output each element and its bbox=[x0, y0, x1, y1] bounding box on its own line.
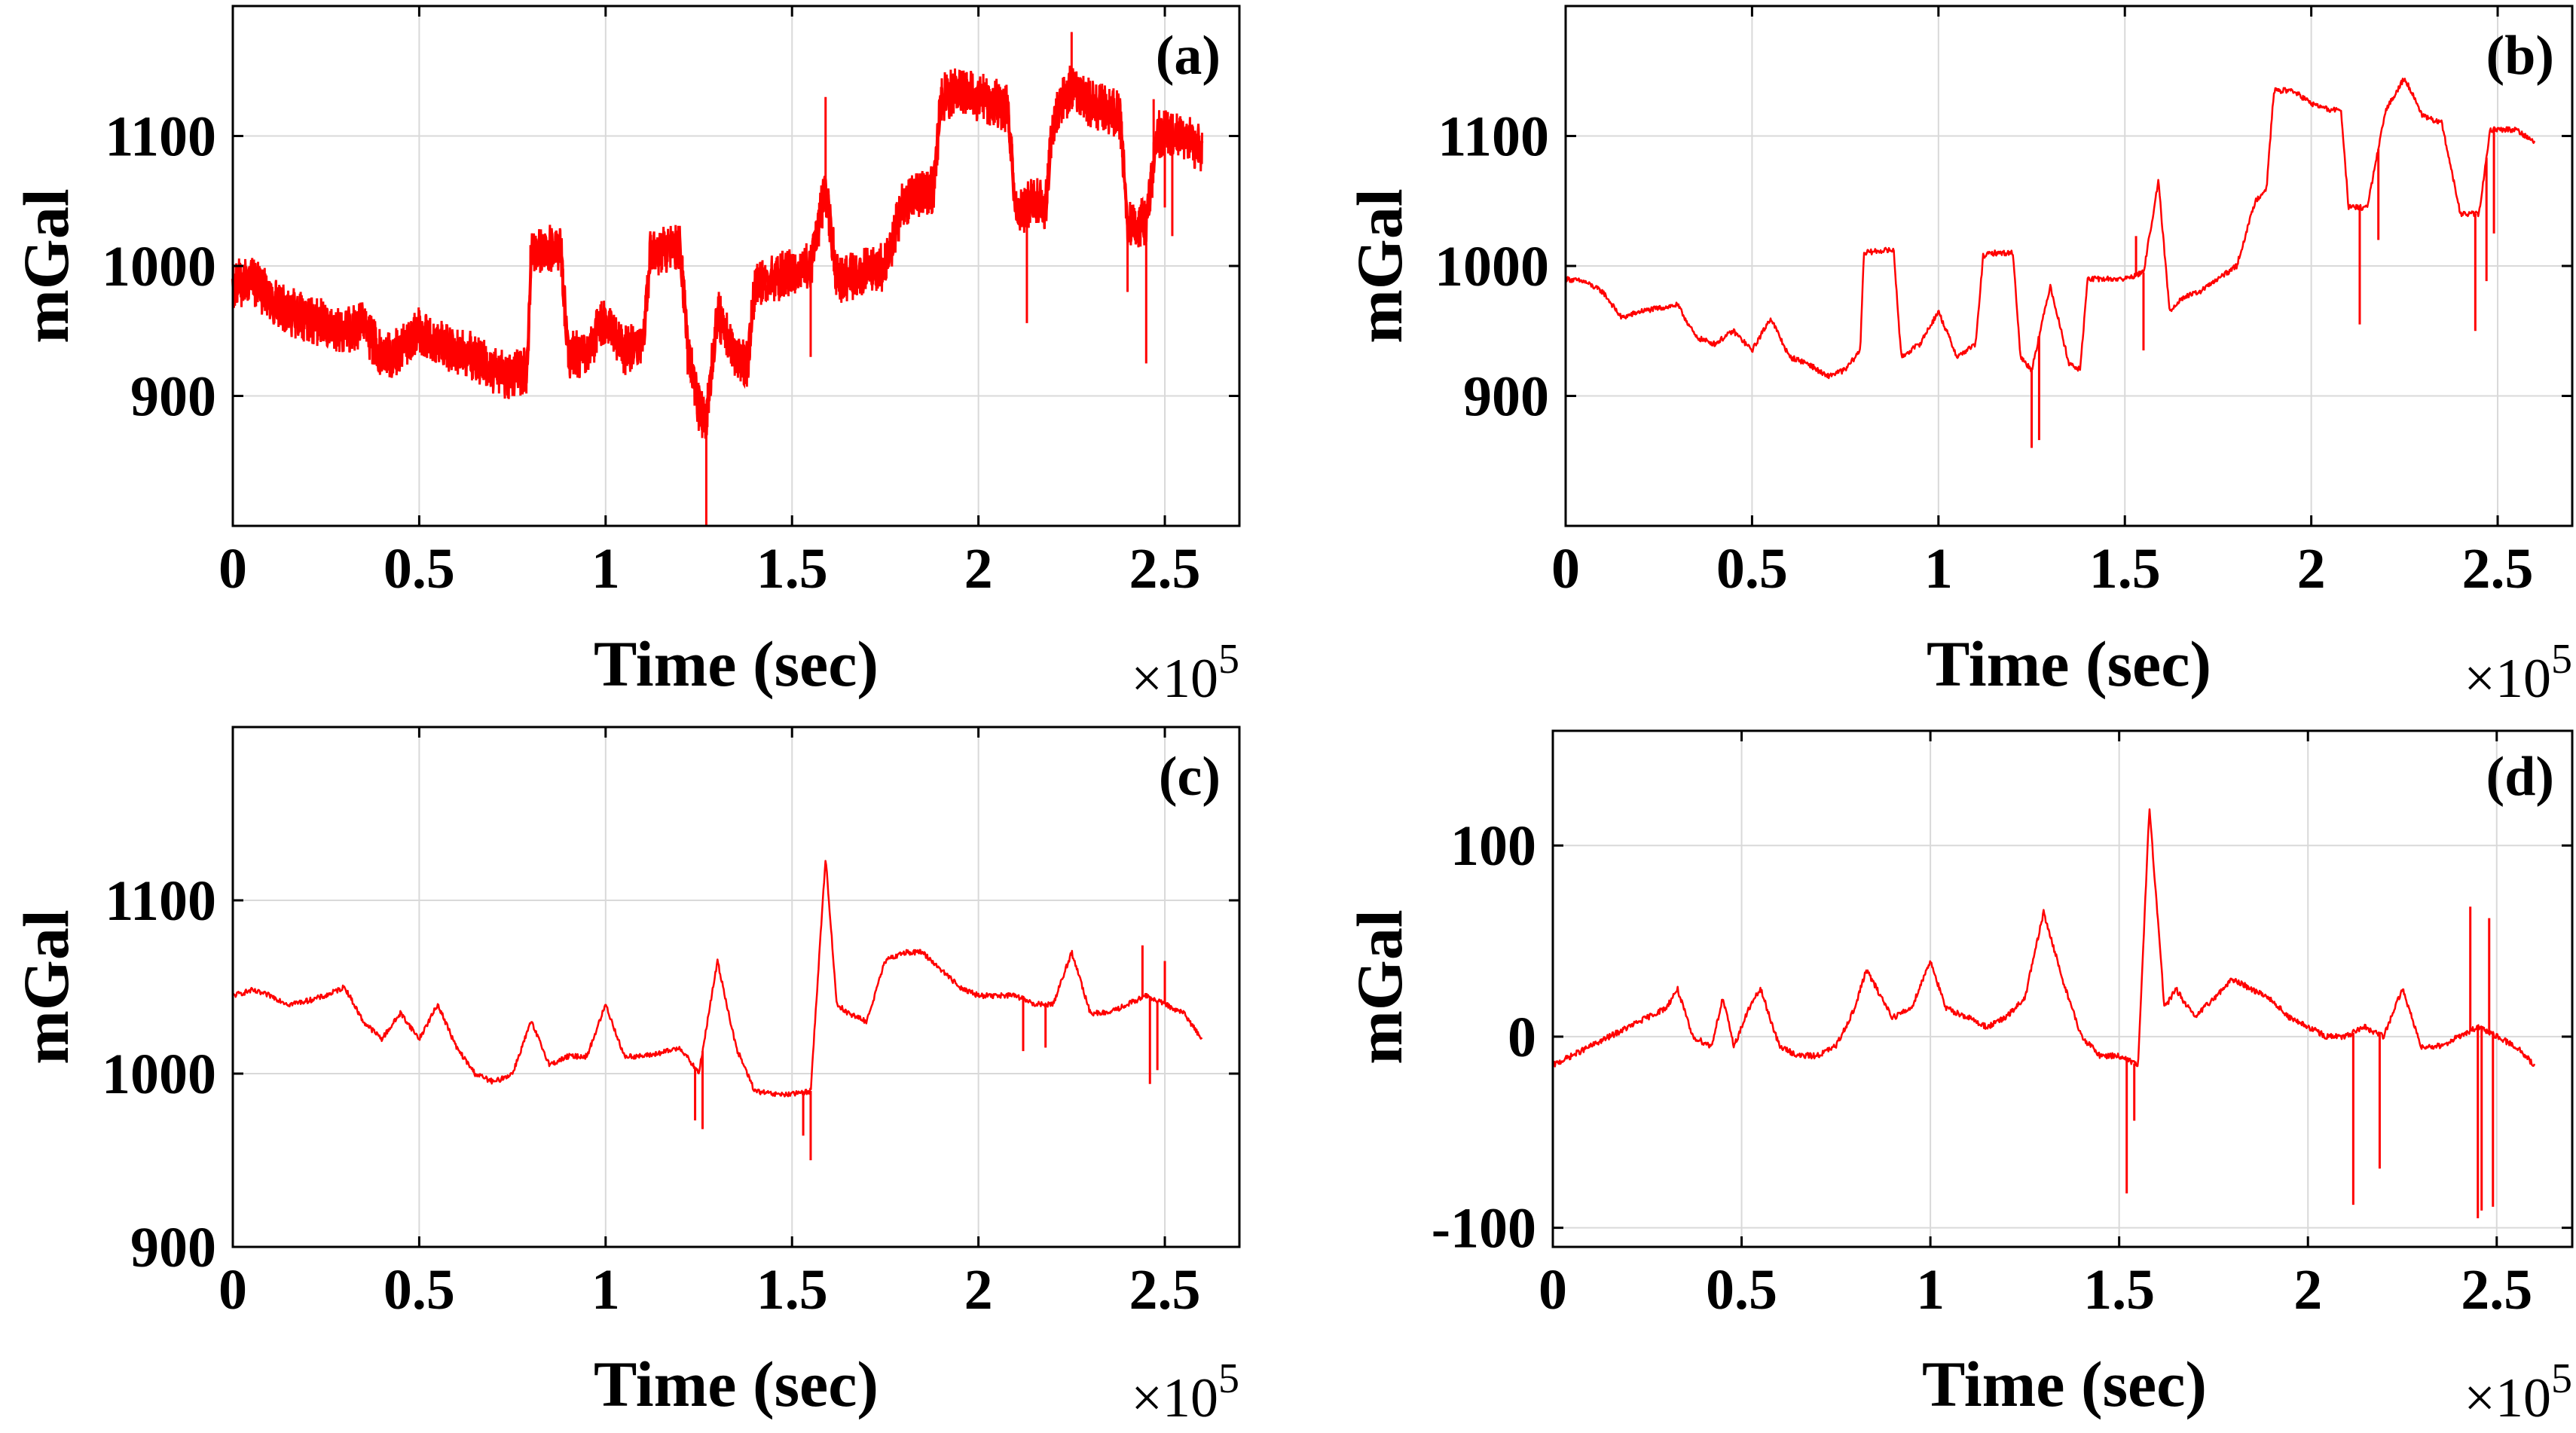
x-tick-label: 2.5 bbox=[1129, 1258, 1201, 1321]
x-tick-label: 1 bbox=[591, 1258, 620, 1321]
panel-d-label: (d) bbox=[2486, 746, 2554, 808]
y-tick-label: 900 bbox=[1463, 365, 1549, 429]
x-tick-label: 0 bbox=[1539, 1258, 1567, 1321]
y-tick-label: 0 bbox=[1508, 1006, 1536, 1069]
x-tick-label: 2.5 bbox=[2462, 537, 2534, 600]
panel-c-x-ticks: 0 0.5 1 1.5 2 2.5 bbox=[218, 727, 1201, 1321]
panel-d-marks bbox=[1551, 808, 2536, 1218]
y-tick-label: 900 bbox=[130, 365, 216, 429]
panel-c-y-ticks: 900 1000 1100 bbox=[102, 869, 1239, 1279]
x-tick-label: 0 bbox=[1551, 537, 1580, 600]
y-tick-label: -100 bbox=[1432, 1197, 1536, 1260]
y-tick-label: 100 bbox=[1450, 814, 1536, 878]
series-line bbox=[1551, 808, 2536, 1068]
panel-b-x-ticks: 0 0.5 1 1.5 2 2.5 bbox=[1551, 6, 2534, 600]
panel-a-y-axis-label: mGal bbox=[10, 188, 82, 343]
x-tick-label: 0 bbox=[218, 1258, 247, 1321]
y-tick-label: 1000 bbox=[1435, 235, 1549, 298]
y-tick-label: 1000 bbox=[102, 1043, 216, 1106]
y-tick-label: 1100 bbox=[105, 869, 216, 933]
panel-d-y-axis-label: mGal bbox=[1343, 909, 1416, 1064]
panel-a-label: (a) bbox=[1156, 25, 1221, 87]
panel-b-marks bbox=[1564, 78, 2536, 448]
panel-a-x-multiplier: ×105 bbox=[1131, 636, 1239, 710]
series-line bbox=[1564, 78, 2536, 380]
x-tick-label: 1 bbox=[591, 537, 620, 600]
panel-d-x-ticks: 0 0.5 1 1.5 2 2.5 bbox=[1539, 731, 2532, 1321]
panel-d-grid bbox=[1553, 731, 2572, 1247]
panel-d-frame bbox=[1551, 729, 2574, 1248]
x-tick-label: 2 bbox=[964, 1258, 993, 1321]
panel-b-y-axis-label: mGal bbox=[1343, 188, 1416, 343]
panel-c-x-axis-label: Time (sec) bbox=[594, 1348, 879, 1420]
x-tick-label: 1 bbox=[1924, 537, 1953, 600]
panel-b-y-ticks: 900 1000 1100 bbox=[1435, 105, 2572, 429]
panel-b-x-multiplier: ×105 bbox=[2464, 636, 2572, 710]
panel-b-x-axis-label: Time (sec) bbox=[1927, 628, 2211, 700]
panel-c-frame bbox=[231, 726, 1241, 1248]
x-tick-label: 2 bbox=[2293, 1258, 2322, 1321]
panel-a-x-axis-label: Time (sec) bbox=[594, 628, 879, 700]
panel-a-x-ticks: 0 0.5 1 1.5 2 2.5 bbox=[218, 6, 1201, 600]
x-tick-label: 0 bbox=[218, 537, 247, 600]
y-tick-label: 1100 bbox=[1438, 105, 1549, 169]
x-tick-label: 2.5 bbox=[1129, 537, 1201, 600]
panel-d-x-multiplier: ×105 bbox=[2464, 1355, 2572, 1429]
panel-c-grid bbox=[233, 727, 1239, 1248]
series-noise bbox=[231, 66, 1203, 439]
x-tick-label: 0.5 bbox=[1706, 1258, 1777, 1321]
panel-a-marks bbox=[231, 32, 1204, 526]
panel-b-grid bbox=[1566, 6, 2572, 526]
y-tick-label: 1100 bbox=[105, 105, 216, 169]
panel-b-label: (b) bbox=[2486, 25, 2554, 87]
x-tick-label: 2 bbox=[964, 537, 993, 600]
x-tick-label: 1 bbox=[1916, 1258, 1945, 1321]
panel-c-marks bbox=[232, 860, 1203, 1160]
x-tick-label: 0.5 bbox=[1716, 537, 1788, 600]
y-tick-label: 900 bbox=[130, 1216, 216, 1279]
x-tick-label: 1.5 bbox=[2083, 1258, 2155, 1321]
panel-c-y-axis-label: mGal bbox=[10, 909, 82, 1064]
x-tick-label: 1.5 bbox=[756, 1258, 828, 1321]
x-tick-label: 2.5 bbox=[2461, 1258, 2532, 1321]
panel-c-x-multiplier: ×105 bbox=[1131, 1355, 1239, 1429]
series-line bbox=[232, 860, 1203, 1098]
x-tick-label: 0.5 bbox=[383, 1258, 455, 1321]
panel-d-y-ticks: -100 0 100 bbox=[1432, 814, 2572, 1260]
x-tick-label: 0.5 bbox=[383, 537, 455, 600]
x-tick-label: 2 bbox=[2297, 537, 2326, 600]
panel-a-y-ticks: 900 1000 1100 bbox=[102, 105, 1239, 429]
x-tick-label: 1.5 bbox=[2089, 537, 2161, 600]
y-tick-label: 1000 bbox=[102, 235, 216, 298]
panel-c-label: (c) bbox=[1159, 746, 1221, 808]
x-tick-label: 1.5 bbox=[756, 537, 828, 600]
panel-d-x-axis-label: Time (sec) bbox=[1922, 1348, 2207, 1420]
